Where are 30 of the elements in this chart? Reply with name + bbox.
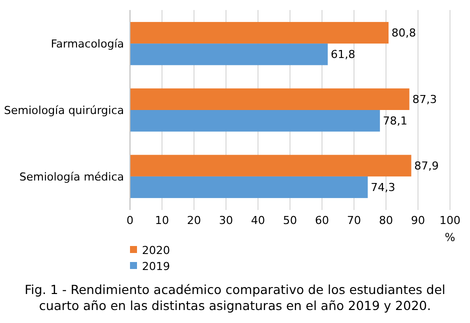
data-label: 78,1 (382, 114, 408, 128)
x-tick-label: 40 (251, 214, 265, 227)
x-tick-label: 30 (219, 214, 233, 227)
x-tick-label: 90 (411, 214, 425, 227)
bar (130, 176, 368, 198)
x-tick-label: 60 (315, 214, 329, 227)
bar (130, 154, 412, 176)
data-label: 80,8 (392, 26, 416, 40)
bar (130, 110, 380, 132)
x-tick-label: 20 (187, 214, 201, 227)
data-label: 61,8 (330, 48, 356, 62)
x-tick-label: 10 (155, 214, 169, 227)
x-tick-label: 70 (347, 214, 361, 227)
x-tick-label: 80 (379, 214, 393, 227)
y-tick-label: Semiología quirúrgica (4, 104, 124, 117)
data-label: 87,3 (412, 93, 437, 106)
bar (130, 88, 410, 110)
x-tick-label: 0 (126, 214, 134, 227)
bar (130, 44, 328, 66)
data-label: 74,3 (370, 181, 396, 194)
legend-label: 2020 (142, 244, 170, 257)
legend-label: 2019 (142, 260, 170, 273)
y-tick-label: Farmacología (50, 37, 124, 50)
x-axis-title: % (444, 231, 456, 244)
y-tick-label: Semiología médica (19, 170, 124, 184)
x-tick-label: 100 (440, 214, 460, 227)
data-label: 87,9 (414, 160, 439, 172)
bar (130, 22, 389, 44)
text: Fig. 1 - Rendimiento académico comparativo de los estudiantes del cuarto año en las distintas asignaturas en el año 2019 y 2020. (24, 282, 446, 313)
x-tick-label: 50 (283, 214, 297, 227)
